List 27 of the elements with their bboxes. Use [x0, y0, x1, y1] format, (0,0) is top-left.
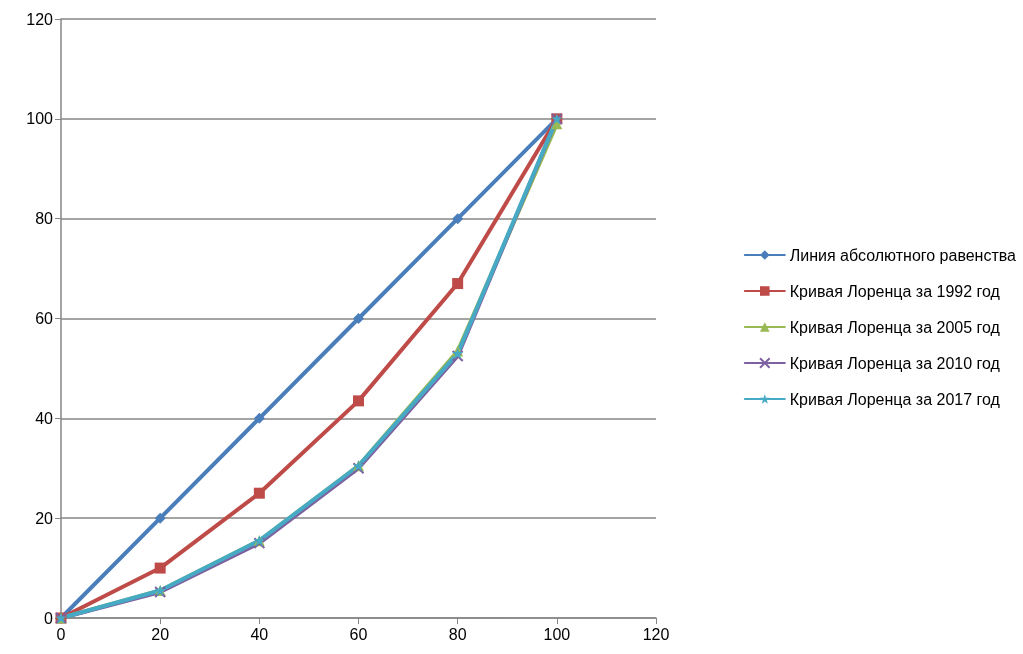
point [154, 562, 166, 574]
point [452, 213, 464, 225]
y-tick-label: 80 [35, 210, 54, 228]
legend-label: Кривая Лоренца за 2005 год [789, 318, 1001, 336]
legend-label: Кривая Лоренца за 2017 год [789, 390, 1001, 408]
x-tick-label: 60 [349, 625, 368, 643]
x-tick-label: 80 [448, 625, 467, 643]
point [253, 487, 265, 499]
point [353, 313, 364, 324]
point [154, 512, 166, 524]
y-tick-label: 20 [35, 509, 54, 527]
x-tick-label: 100 [543, 625, 571, 643]
legend-label: Кривая Лоренца за 1992 год [789, 282, 1001, 300]
point [253, 412, 265, 424]
y-tick-label: 120 [26, 10, 54, 28]
legend-label: Линия абсолютного равенства [789, 246, 1017, 264]
y-tick-label: 100 [26, 110, 54, 128]
y-tick-label: 60 [35, 310, 54, 327]
x-tick-label: 20 [151, 625, 170, 643]
y-tick-label: 40 [35, 409, 54, 427]
x-tick-label: 40 [250, 625, 269, 643]
x-tick-label: 0 [56, 625, 66, 643]
point [353, 395, 364, 407]
x-tick-label: 120 [642, 625, 670, 643]
legend-label: Кривая Лоренца за 2010 год [789, 354, 1001, 372]
y-tick-label: 0 [44, 609, 54, 627]
point [452, 278, 464, 290]
